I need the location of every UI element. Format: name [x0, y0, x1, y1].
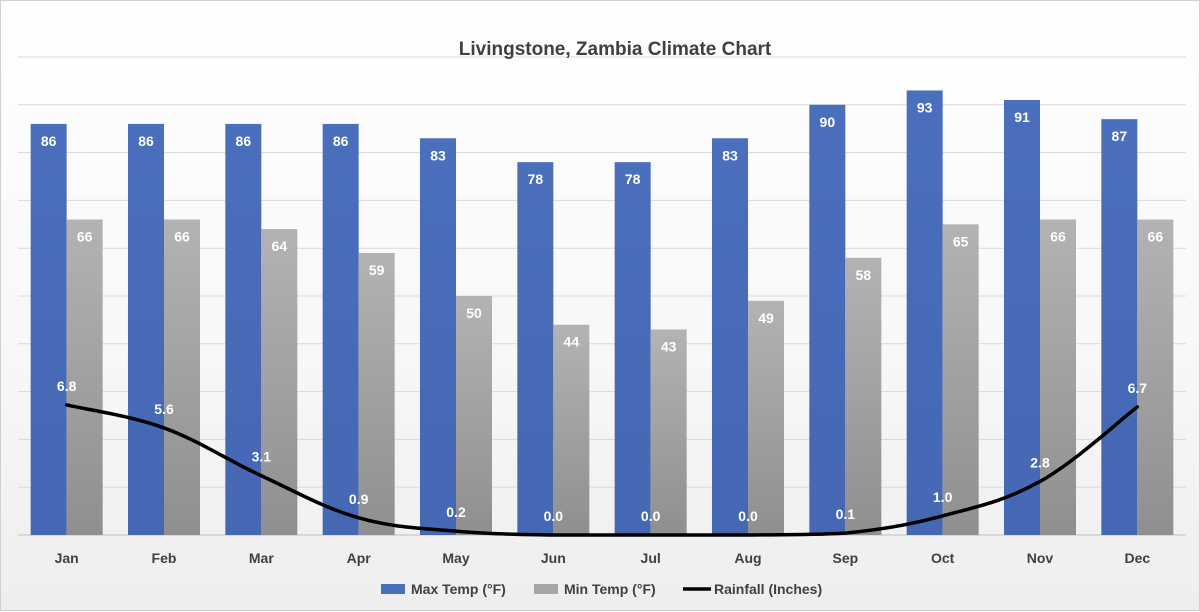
min-temp-label: 43 [661, 338, 677, 354]
chart-title: Livingstone, Zambia Climate Chart [459, 39, 772, 60]
min-temp-label: 64 [272, 238, 288, 254]
max-temp-bar [322, 123, 359, 536]
min-temp-bar [358, 252, 395, 536]
min-temp-bar [1137, 219, 1174, 535]
min-temp-bar [456, 296, 492, 535]
rainfall-label: 1.0 [933, 489, 953, 505]
max-temp-bar [614, 162, 651, 535]
x-tick-label: May [442, 550, 469, 566]
rainfall-label: 5.6 [154, 401, 174, 417]
max-temp-label: 83 [430, 147, 446, 163]
max-temp-bar [517, 162, 554, 535]
min-temp-bar [748, 300, 784, 535]
min-temp-label: 50 [466, 305, 482, 321]
max-temp-label: 87 [1112, 128, 1128, 144]
max-temp-label: 83 [722, 147, 738, 163]
rainfall-label: 0.0 [738, 508, 758, 524]
x-tick-label: Dec [1124, 550, 1150, 566]
legend-label: Min Temp (°F) [564, 581, 656, 597]
max-temp-bar [1101, 119, 1138, 535]
max-temp-bar [1004, 100, 1040, 536]
legend-swatch [381, 584, 405, 594]
rainfall-label: 2.8 [1030, 454, 1050, 470]
x-tick-label: Aug [734, 550, 761, 566]
min-temp-bar [942, 224, 979, 536]
x-tick-label: Jun [541, 550, 566, 566]
min-temp-label: 66 [77, 229, 93, 245]
max-temp-label: 91 [1014, 109, 1030, 125]
x-tick-label: Apr [347, 550, 372, 566]
max-temp-label: 78 [528, 171, 544, 187]
rainfall-label: 0.0 [544, 508, 564, 524]
legend-swatch [534, 584, 558, 594]
rainfall-label: 0.1 [836, 506, 856, 522]
x-tick-label: Mar [249, 550, 274, 566]
rainfall-label: 6.7 [1128, 380, 1148, 396]
min-temp-bar [164, 219, 200, 535]
min-temp-label: 44 [564, 334, 580, 350]
rainfall-label: 0.0 [641, 508, 661, 524]
max-temp-label: 78 [625, 171, 641, 187]
max-temp-bar [906, 90, 943, 536]
min-temp-label: 66 [1050, 229, 1066, 245]
min-temp-label: 66 [1148, 229, 1164, 245]
data-labels: 86 66 86 66 86 64 86 59 83 50 78 44 78 43 83 49 90 58 93 65… [41, 99, 1163, 524]
min-temp-bar [650, 329, 687, 535]
max-temp-label: 86 [236, 133, 252, 149]
rainfall-line [64, 403, 1140, 537]
x-tick-label: Jul [641, 550, 661, 566]
x-axis: Jan Feb Mar Apr May Jun Jul Aug Sep Oct Nov Dec [55, 550, 1151, 566]
bars [30, 90, 1174, 536]
min-temp-label: 65 [953, 233, 969, 249]
x-tick-label: Nov [1027, 550, 1054, 566]
legend-label: Max Temp (°F) [411, 581, 506, 597]
x-tick-label: Oct [931, 550, 955, 566]
rainfall-line-group [64, 403, 1140, 537]
max-temp-bar [128, 123, 164, 536]
legend: Max Temp (°F) Min Temp (°F) Rainfall (Inch… [381, 581, 822, 597]
max-temp-label: 90 [820, 114, 836, 130]
x-tick-label: Jan [55, 550, 79, 566]
min-temp-bar [553, 324, 590, 535]
min-temp-label: 66 [174, 229, 190, 245]
max-temp-label: 93 [917, 99, 933, 115]
x-tick-label: Sep [832, 550, 858, 566]
rainfall-label: 6.8 [57, 378, 77, 394]
rainfall-label: 0.2 [446, 504, 466, 520]
max-temp-bar [30, 123, 67, 536]
max-temp-label: 86 [41, 133, 57, 149]
max-temp-bar [420, 138, 456, 535]
gridlines [18, 56, 1186, 536]
legend-label: Rainfall (Inches) [714, 581, 822, 597]
x-tick-label: Feb [152, 550, 177, 566]
min-temp-label: 58 [856, 267, 872, 283]
min-temp-label: 59 [369, 262, 385, 278]
max-temp-bar [712, 138, 748, 535]
min-temp-bar [66, 219, 103, 535]
max-temp-label: 86 [333, 133, 349, 149]
min-temp-bar [845, 257, 882, 535]
rainfall-label: 3.1 [252, 449, 272, 465]
rainfall-label: 0.9 [349, 491, 369, 507]
max-temp-bar [809, 104, 846, 536]
min-temp-bar [1040, 219, 1076, 535]
min-temp-label: 49 [758, 310, 774, 326]
max-temp-label: 86 [138, 133, 154, 149]
